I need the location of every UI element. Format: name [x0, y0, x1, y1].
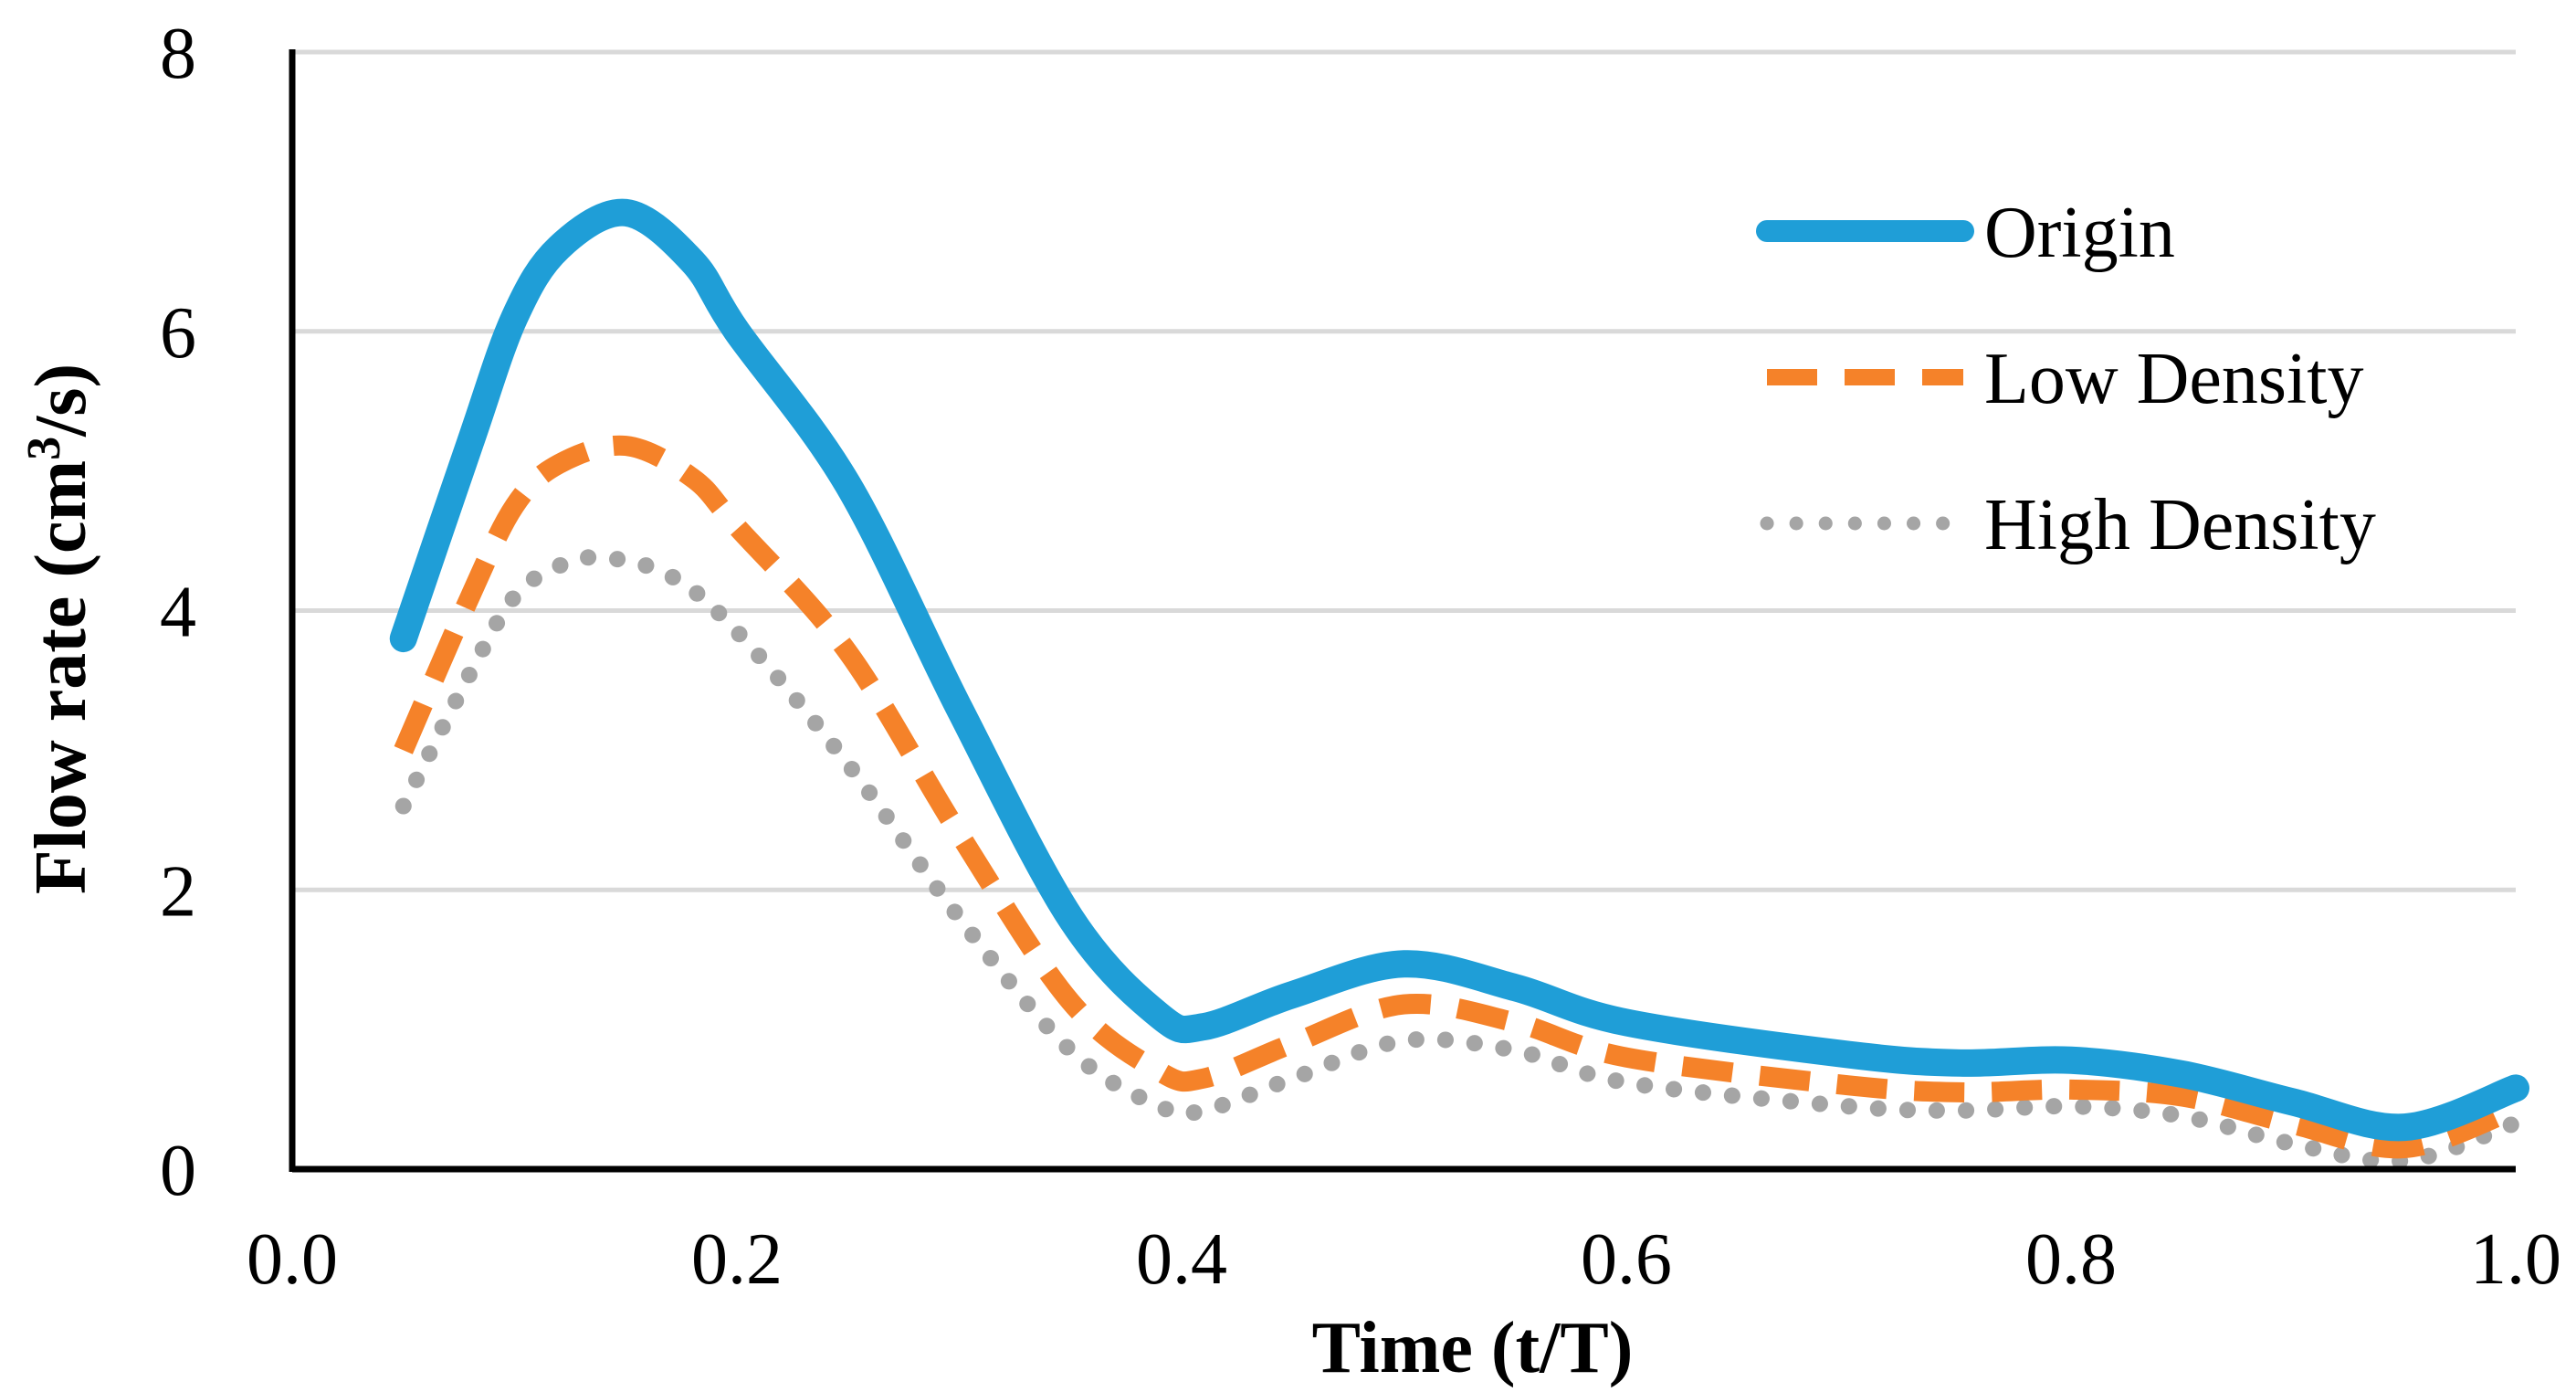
- x-tick-labels: 0.0 0.2 0.4 0.6 0.8 1.0: [247, 1219, 2561, 1300]
- x-tick-label: 0.0: [247, 1219, 338, 1300]
- gridlines: [292, 49, 2516, 892]
- series-lines: [389, 198, 2529, 1170]
- y-axis-title-superscript: 3: [18, 437, 70, 460]
- legend-label: High Density: [1984, 485, 2376, 565]
- legend-label: Low Density: [1984, 339, 2364, 419]
- y-tick-label: 6: [160, 293, 196, 374]
- x-tick-label: 0.6: [1581, 1219, 1672, 1300]
- y-tick-label: 0: [160, 1131, 196, 1211]
- y-axis-title-end: /s): [21, 364, 101, 438]
- y-tick-label: 8: [160, 14, 196, 94]
- y-tick-label: 2: [160, 851, 196, 932]
- x-tick-label: 0.2: [691, 1219, 783, 1300]
- legend: Origin Low Density High Density: [1756, 193, 2376, 565]
- series-line-low-density: [394, 435, 2519, 1159]
- y-axis-title: Flow rate (cm3/s): [18, 364, 101, 894]
- y-tick-label: 4: [160, 573, 196, 653]
- axes: [289, 49, 2516, 1173]
- y-axis-title-main: Flow rate (cm: [21, 460, 101, 894]
- x-tick-label: 0.4: [1136, 1219, 1227, 1300]
- x-tick-label: 0.8: [2025, 1219, 2117, 1300]
- x-tick-label: 1.0: [2470, 1219, 2561, 1300]
- y-tick-labels: 0 2 4 6 8: [160, 14, 196, 1211]
- series-line-origin: [389, 198, 2529, 1142]
- legend-label: Origin: [1984, 193, 2175, 273]
- x-axis-title: Time (t/T): [1312, 1308, 1634, 1388]
- series-line-high-density: [394, 548, 2524, 1170]
